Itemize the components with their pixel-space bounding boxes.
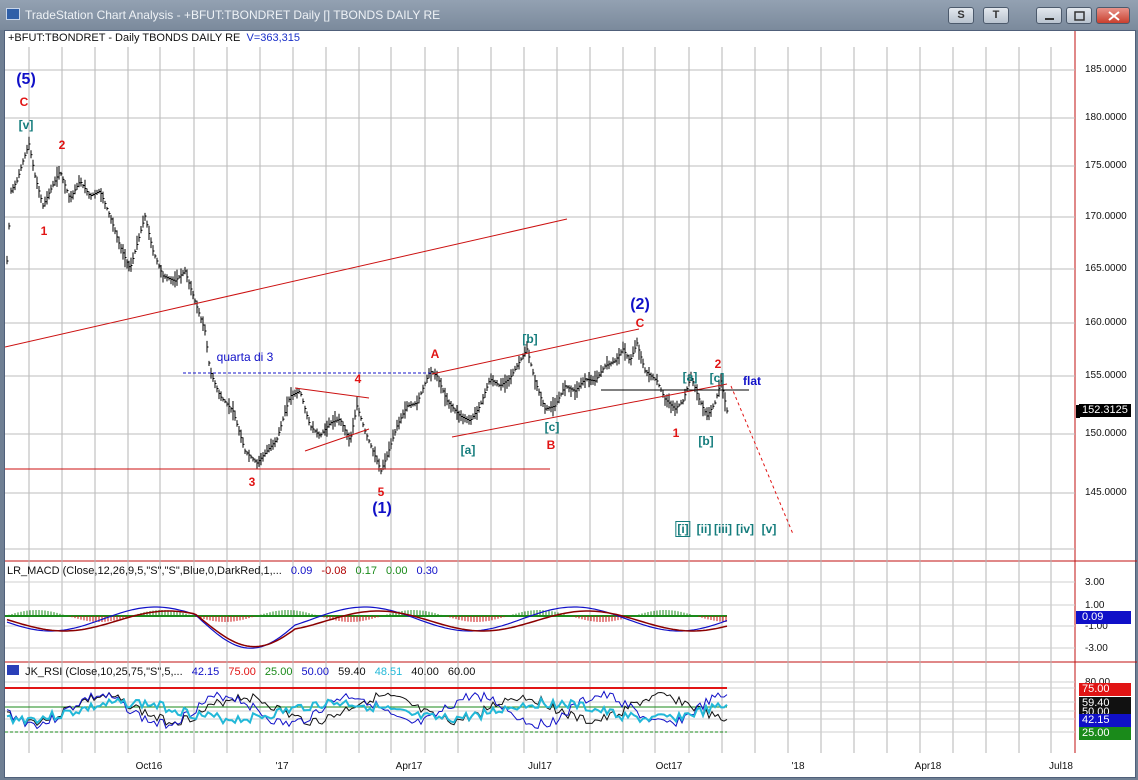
wave-label: [v] bbox=[19, 119, 34, 131]
quarta-annotation: quarta di 3 bbox=[217, 351, 274, 363]
wave-label: B bbox=[547, 439, 556, 451]
price-label: 160.0000 bbox=[1085, 317, 1127, 328]
wave-label: [b] bbox=[698, 435, 713, 447]
price-label: 165.0000 bbox=[1085, 263, 1127, 274]
wave-label: 1 bbox=[673, 427, 680, 439]
tools-button[interactable]: T bbox=[983, 7, 1009, 24]
title-bar: TradeStation Chart Analysis - +BFUT:TBON… bbox=[0, 0, 1138, 30]
price-label: 185.0000 bbox=[1085, 64, 1127, 75]
wave-label: 2 bbox=[59, 139, 66, 151]
wave-label: 5 bbox=[378, 486, 385, 498]
close-icon bbox=[1097, 8, 1131, 25]
wave-label: flat bbox=[743, 375, 761, 387]
price-label: 150.0000 bbox=[1085, 428, 1127, 439]
wave-label: [a] bbox=[461, 444, 476, 456]
wave-label: (5) bbox=[16, 72, 36, 88]
wave-label: [v] bbox=[762, 523, 777, 535]
wave-label: 1 bbox=[41, 225, 48, 237]
chart-window[interactable]: +BFUT:TBONDRET - Daily TBONDS DAILY RE V… bbox=[4, 30, 1136, 778]
price-label: 180.0000 bbox=[1085, 112, 1127, 123]
macd-axis-label: -3.00 bbox=[1085, 643, 1108, 654]
wave-label: (1) bbox=[372, 501, 392, 517]
rsi-tag-25: 25.00 bbox=[1079, 727, 1131, 740]
trend-line bbox=[5, 219, 567, 347]
volume-readout: V=363,315 bbox=[247, 32, 301, 44]
wave-label: (2) bbox=[630, 297, 650, 313]
wave-label: 4 bbox=[355, 373, 362, 385]
date-label: Jul17 bbox=[528, 761, 552, 772]
wave-label: [iv] bbox=[736, 523, 754, 535]
wave-label: 3 bbox=[249, 476, 256, 488]
price-label: 145.0000 bbox=[1085, 487, 1127, 498]
price-label: 170.0000 bbox=[1085, 211, 1127, 222]
wave-label: [c] bbox=[545, 421, 560, 433]
wave-label: [c] bbox=[710, 372, 725, 384]
date-label: Oct17 bbox=[656, 761, 683, 772]
close-button[interactable] bbox=[1096, 7, 1130, 24]
wave-label: [ii] bbox=[697, 523, 712, 535]
date-label: '17 bbox=[275, 761, 288, 772]
projection-line bbox=[731, 386, 793, 534]
maximize-button[interactable] bbox=[1066, 7, 1092, 24]
date-label: '18 bbox=[791, 761, 804, 772]
macd-axis-label: 3.00 bbox=[1085, 577, 1104, 588]
minimize-button[interactable] bbox=[1036, 7, 1062, 24]
date-label: Oct16 bbox=[136, 761, 163, 772]
rsi-legend: JK_RSI (Close,10,25,75,"S",5,... 42.15 7… bbox=[7, 665, 481, 678]
wave-label: [i] bbox=[675, 523, 690, 535]
wave-label: [iii] bbox=[714, 523, 732, 535]
style-button[interactable]: S bbox=[948, 7, 974, 24]
triangle-upper bbox=[295, 388, 369, 398]
wave-label: [a] bbox=[683, 371, 698, 383]
macd-legend: LR_MACD (Close,12,26,9,5,"S","S",Blue,0,… bbox=[7, 565, 444, 577]
macd-value-tag: 0.09 bbox=[1079, 611, 1131, 624]
rsi-tag-75: 75.00 bbox=[1079, 683, 1131, 696]
wave-label: [b] bbox=[522, 333, 537, 345]
wave-label: C bbox=[636, 317, 645, 329]
date-label: Jul18 bbox=[1049, 761, 1073, 772]
app-icon bbox=[6, 8, 20, 20]
last-price-tag: 152.3125 bbox=[1079, 404, 1131, 417]
minimize-icon bbox=[1037, 8, 1063, 25]
rsi-tag-4215: 42.15 bbox=[1079, 714, 1131, 727]
macd-line bbox=[7, 607, 727, 648]
date-label: Apr17 bbox=[396, 761, 423, 772]
maximize-icon bbox=[1067, 8, 1093, 25]
window-title: TradeStation Chart Analysis - +BFUT:TBON… bbox=[25, 8, 440, 22]
wave-label: 2 bbox=[715, 358, 722, 370]
macd-axis-label: 1.00 bbox=[1085, 600, 1104, 611]
price-label: 155.0000 bbox=[1085, 370, 1127, 381]
rsi-icon bbox=[7, 665, 19, 675]
symbol-header: +BFUT:TBONDRET - Daily TBONDS DAILY RE V… bbox=[8, 32, 300, 44]
symbol-line: +BFUT:TBONDRET - Daily TBONDS DAILY RE bbox=[8, 32, 240, 44]
date-label: Apr18 bbox=[915, 761, 942, 772]
wave-label: C bbox=[20, 96, 29, 108]
wave-label: A bbox=[431, 348, 440, 360]
price-label: 175.0000 bbox=[1085, 160, 1127, 171]
